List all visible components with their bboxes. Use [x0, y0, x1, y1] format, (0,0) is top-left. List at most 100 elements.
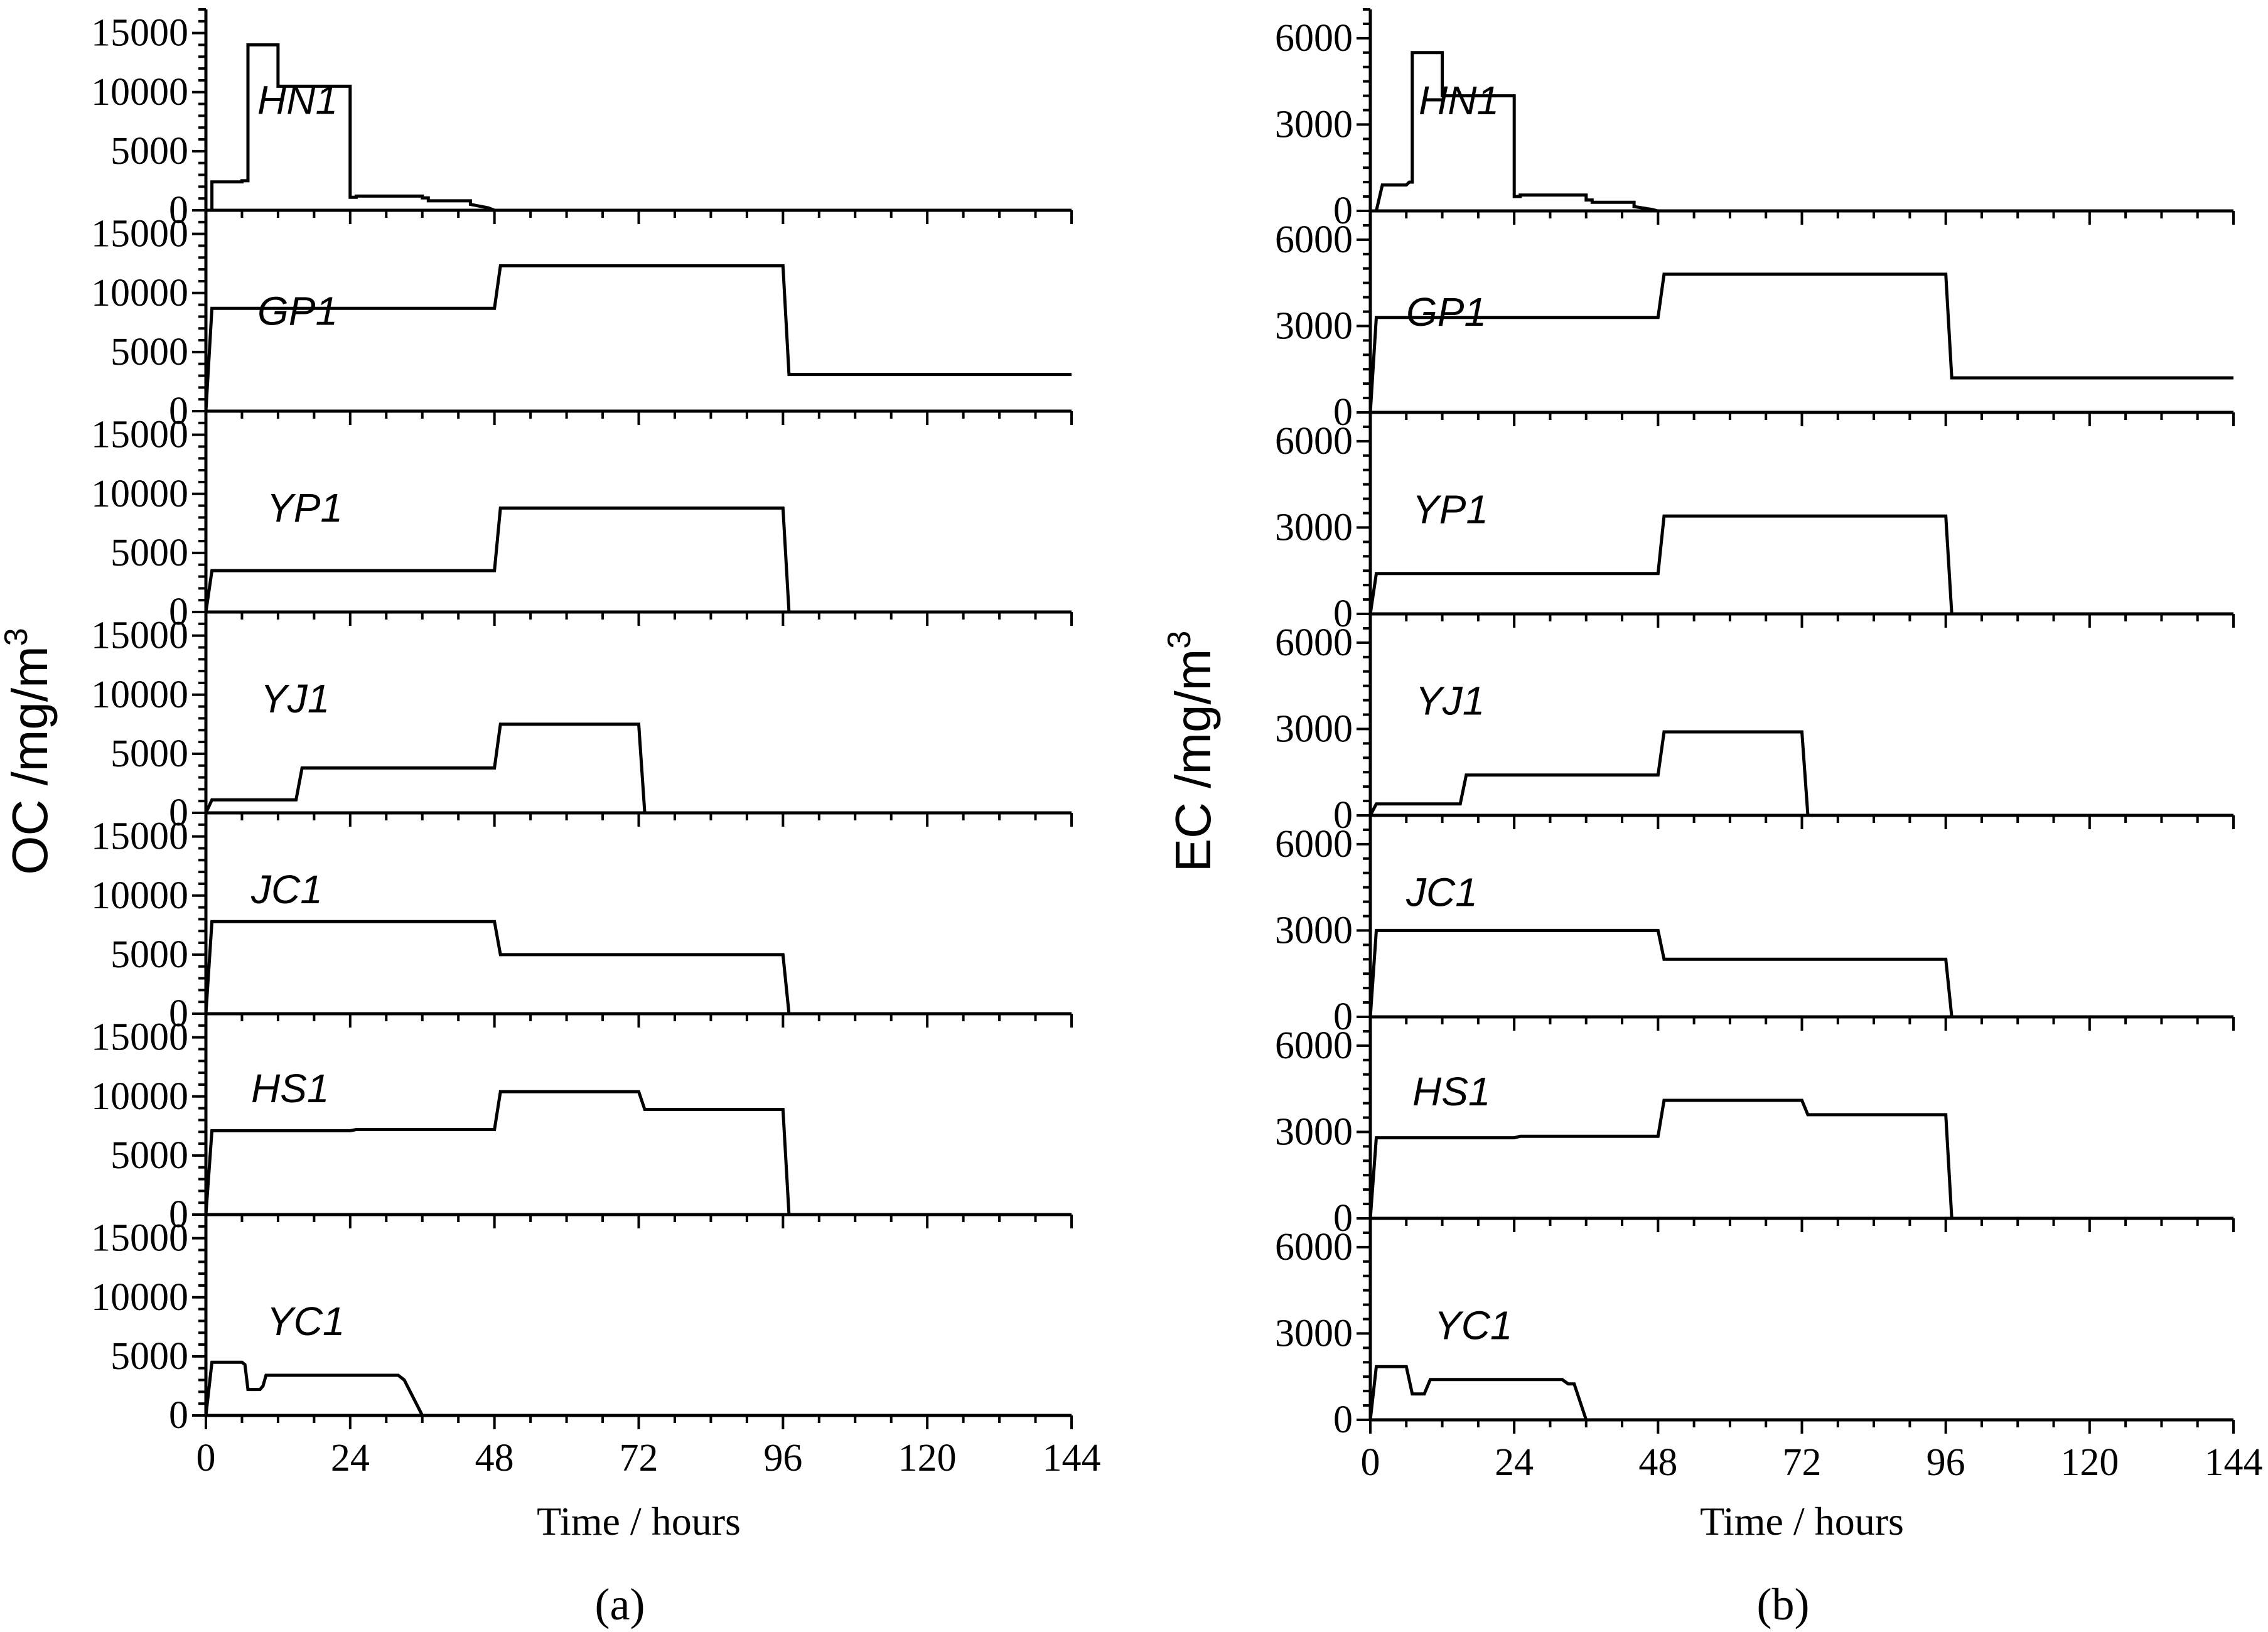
y-tick-label: 6000 — [1275, 420, 1353, 463]
panel-label: (b) — [1757, 1579, 1810, 1629]
x-tick-label: 72 — [620, 1437, 658, 1479]
series-label-HS1: HS1 — [251, 1066, 330, 1111]
y-tick-label: 6000 — [1275, 1226, 1353, 1269]
y-tick-label: 3000 — [1275, 909, 1353, 952]
y-tick-label: 15000 — [91, 815, 188, 858]
subplot-HS1: 0 5000 10000 15000 HS1 — [91, 1012, 1073, 1236]
y-tick-label: 5000 — [110, 532, 188, 574]
x-tick-label: 48 — [475, 1437, 514, 1479]
y-tick-label: 0 — [169, 1193, 188, 1236]
y-tick-label: 0 — [1333, 794, 1353, 837]
y-tick-label: 0 — [1333, 996, 1353, 1038]
series-line-HS1 — [204, 1090, 791, 1215]
series-line-HS1 — [1368, 1098, 1954, 1219]
y-axis-label-superscript: 3 — [0, 628, 35, 646]
series-line-HN1 — [206, 43, 495, 212]
subplot-YP1: 0 5000 10000 15000 YP1 — [91, 410, 1073, 633]
series-line-YP1 — [204, 506, 791, 613]
subplot-YC1: 0 3000 6000 YC1 — [1275, 1217, 2235, 1441]
y-tick-label: 5000 — [110, 1134, 188, 1177]
y-tick-label: 10000 — [91, 272, 188, 314]
series-label-JC1: JC1 — [1405, 869, 1478, 915]
x-tick-label: 96 — [1927, 1441, 1965, 1484]
y-tick-label: 15000 — [91, 414, 188, 456]
series-line-GP1 — [204, 264, 1072, 412]
y-tick-label: 0 — [1333, 1197, 1353, 1240]
series-line-YC1 — [204, 1360, 424, 1417]
y-tick-label: 15000 — [91, 1016, 188, 1059]
y-tick-label: 10000 — [91, 674, 188, 716]
y-tick-label: 15000 — [91, 213, 188, 255]
y-tick-label: 6000 — [1275, 17, 1353, 60]
y-axis-label: OC /mg/m3 — [0, 628, 58, 874]
series-label-GP1: GP1 — [1406, 289, 1486, 335]
series-label-YJ1: YJ1 — [1416, 679, 1485, 724]
subplot-JC1: 0 3000 6000 JC1 — [1275, 814, 2235, 1038]
series-line-HN1 — [1370, 51, 1658, 213]
y-tick-label: 3000 — [1275, 506, 1353, 549]
y-tick-label: 0 — [169, 792, 188, 834]
y-tick-label: 10000 — [91, 1276, 188, 1319]
y-tick-label: 6000 — [1275, 823, 1353, 866]
series-line-YP1 — [1368, 514, 1954, 615]
y-tick-label: 3000 — [1275, 304, 1353, 347]
x-axis-label: Time / hours — [1700, 1499, 1904, 1543]
subplot-GP1: 0 3000 6000 GP1 — [1275, 210, 2235, 434]
series-line-GP1 — [1368, 272, 2233, 413]
y-tick-label: 0 — [1333, 593, 1353, 635]
y-tick-label: 6000 — [1275, 1024, 1353, 1067]
y-tick-label: 10000 — [91, 71, 188, 114]
y-tick-label: 0 — [169, 390, 188, 432]
series-line-YJ1 — [204, 722, 647, 814]
y-axis-label-superscript: 3 — [1161, 631, 1198, 649]
chart-panel-a: 0 5000 10000 15000 HN1 0 5000 10000 15000 GP1 0 500… — [0, 8, 1101, 1629]
series-line-YC1 — [1368, 1365, 1588, 1420]
y-tick-label: 3000 — [1275, 707, 1353, 750]
x-tick-label: 96 — [763, 1437, 802, 1479]
y-tick-label: 3000 — [1275, 1110, 1353, 1153]
y-tick-label: 15000 — [91, 12, 188, 55]
x-tick-label: 0 — [196, 1437, 216, 1479]
series-label-YC1: YC1 — [267, 1299, 345, 1344]
series-label-HN1: HN1 — [257, 77, 338, 122]
y-tick-label: 0 — [1333, 190, 1353, 232]
x-tick-label: 48 — [1638, 1441, 1677, 1484]
y-tick-label: 5000 — [110, 130, 188, 173]
y-tick-label: 0 — [1333, 391, 1353, 434]
y-tick-label: 5000 — [110, 331, 188, 373]
y-tick-label: 0 — [169, 591, 188, 633]
x-tick-label: 120 — [898, 1437, 957, 1479]
y-tick-label: 10000 — [91, 1075, 188, 1118]
chart-panel-b: 030006000HN1030006000GP1030006000YP10300… — [1161, 8, 2263, 1629]
series-line-JC1 — [1368, 928, 1954, 1017]
y-axis-label-text: OC /mg/m — [2, 646, 58, 874]
series-line-YJ1 — [1368, 730, 1810, 817]
y-tick-label: 3000 — [1275, 103, 1353, 146]
subplot-YJ1: 0 5000 10000 15000 YJ1 — [91, 611, 1073, 834]
subplot-YP1: 0 3000 6000 YP1 — [1275, 411, 2235, 635]
subplot-GP1: 0 5000 10000 15000 GP1 — [91, 209, 1073, 432]
x-tick-label: 144 — [2205, 1441, 2263, 1484]
y-axis-label: EC /mg/m3 — [1161, 631, 1221, 872]
series-label-GP1: GP1 — [257, 288, 338, 333]
subplot-HN1: 0 5000 10000 15000 HN1 — [91, 8, 1073, 232]
subplot-YC1: 0 5000 10000 15000 YC1 — [91, 1213, 1073, 1437]
series-label-HN1: HN1 — [1419, 78, 1499, 123]
y-tick-label: 0 — [169, 1394, 188, 1437]
subplot-JC1: 0 5000 10000 15000 JC1 — [91, 812, 1073, 1035]
y-axis-label-text: EC /mg/m — [1165, 649, 1221, 872]
x-axis-label: Time / hours — [537, 1499, 741, 1543]
y-tick-label: 0 — [1333, 1398, 1353, 1441]
series-line-JC1 — [204, 920, 791, 1014]
y-tick-label: 10000 — [91, 874, 188, 917]
subplot-HN1: 0 3000 6000 HN1 — [1275, 8, 2235, 232]
y-tick-label: 6000 — [1275, 621, 1353, 664]
y-tick-label: 15000 — [91, 1217, 188, 1260]
series-label-JC1: JC1 — [250, 867, 323, 912]
series-label-HS1: HS1 — [1412, 1069, 1491, 1114]
series-label-YP1: YP1 — [267, 485, 343, 530]
subplot-YJ1: 0 3000 6000 YJ1 — [1275, 613, 2235, 837]
y-tick-label: 0 — [169, 189, 188, 232]
y-tick-label: 5000 — [110, 933, 188, 976]
y-tick-label: 6000 — [1275, 218, 1353, 261]
